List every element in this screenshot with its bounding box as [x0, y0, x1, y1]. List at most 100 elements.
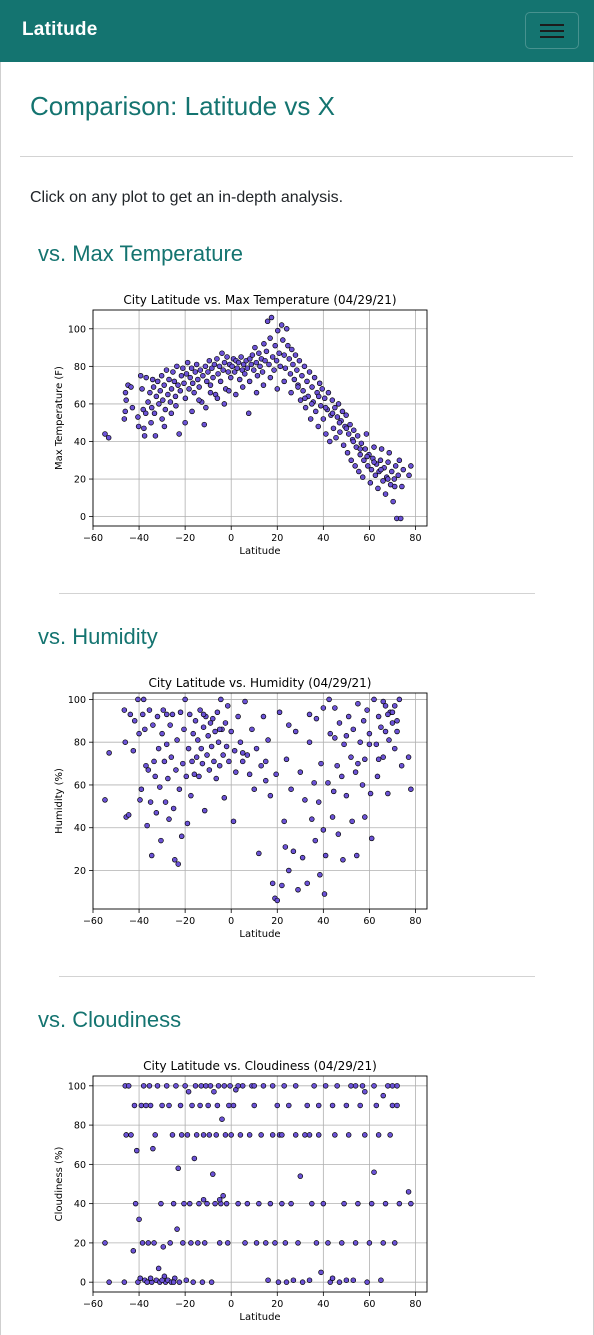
data-point: [175, 1165, 181, 1172]
data-point: [173, 1083, 179, 1089]
data-point: [372, 472, 379, 479]
data-point: [142, 726, 148, 733]
data-point: [161, 1273, 168, 1280]
data-point: [405, 754, 412, 760]
data-point: [106, 750, 112, 756]
data-point: [159, 1277, 165, 1283]
data-point: [348, 754, 354, 760]
data-point: [367, 790, 374, 797]
data-point: [170, 369, 176, 375]
data-point: [184, 359, 191, 366]
data-point: [209, 365, 215, 371]
data-point: [394, 718, 400, 724]
data-point: [350, 726, 357, 733]
data-point: [371, 444, 377, 450]
data-point: [184, 820, 191, 827]
data-point: [143, 762, 149, 769]
data-point: [210, 1171, 216, 1177]
data-point: [273, 357, 280, 364]
data-point: [140, 1083, 147, 1089]
humidity-scatter-plot[interactable]: City Latitude vs. Humidity (04/29/21) −60…: [40, 671, 440, 941]
x-tick-label: 80: [409, 1299, 421, 1310]
data-point: [277, 363, 284, 370]
data-point: [282, 1240, 289, 1246]
data-point: [291, 376, 298, 383]
data-point: [146, 707, 153, 713]
data-point: [394, 728, 400, 735]
data-point: [128, 1132, 134, 1138]
data-point: [373, 1102, 380, 1109]
data-point: [251, 1102, 257, 1109]
data-point: [173, 767, 179, 773]
data-point: [253, 745, 260, 752]
data-point: [385, 1083, 391, 1089]
data-point: [317, 872, 323, 878]
title-divider: [20, 156, 573, 157]
data-point: [375, 485, 381, 492]
data-point: [192, 369, 199, 375]
data-point: [378, 446, 385, 452]
data-point: [244, 365, 251, 371]
data-point: [386, 737, 392, 743]
data-point: [184, 1132, 191, 1138]
navbar-brand[interactable]: Latitude: [22, 19, 98, 40]
data-point: [225, 703, 231, 709]
data-point: [143, 374, 149, 381]
data-point: [281, 352, 287, 358]
data-point: [130, 747, 137, 754]
max-temperature-scatter-plot[interactable]: City Latitude vs. Max Temperature (04/29…: [40, 288, 440, 558]
data-point: [151, 758, 157, 765]
data-point: [204, 378, 210, 385]
data-point: [251, 367, 257, 373]
data-point: [325, 780, 331, 786]
data-point: [227, 1083, 233, 1089]
data-point: [217, 378, 224, 385]
data-point: [216, 1196, 223, 1203]
data-point: [281, 818, 287, 825]
data-point: [321, 395, 328, 402]
data-point: [167, 722, 173, 728]
data-point: [160, 1244, 167, 1250]
data-point: [180, 760, 186, 767]
data-point: [235, 713, 241, 720]
data-point: [325, 1240, 331, 1246]
y-tick-label: 60: [74, 780, 86, 791]
data-point: [188, 792, 194, 799]
data-point: [186, 386, 192, 392]
data-point: [137, 372, 144, 379]
data-point: [302, 404, 309, 411]
data-point: [247, 356, 253, 362]
navbar-toggle-button[interactable]: [525, 12, 579, 49]
data-point: [251, 786, 257, 792]
data-point: [227, 374, 234, 381]
data-point: [357, 739, 363, 745]
data-point: [279, 882, 285, 889]
data-point: [397, 515, 404, 522]
data-point: [279, 1200, 285, 1207]
data-point: [226, 1102, 232, 1109]
data-point: [288, 786, 294, 792]
data-point: [306, 1132, 313, 1138]
data-point: [148, 419, 154, 426]
data-point: [358, 440, 365, 447]
data-point: [256, 850, 262, 857]
data-point: [350, 1277, 357, 1283]
data-point: [343, 412, 349, 418]
hamburger-menu-icon: [540, 24, 564, 26]
data-point: [147, 389, 153, 396]
data-point: [292, 1083, 299, 1089]
data-point: [193, 1132, 200, 1138]
data-point: [375, 756, 382, 763]
data-point: [166, 816, 172, 822]
data-point: [167, 399, 174, 405]
data-point: [153, 393, 160, 400]
data-point: [318, 403, 324, 409]
data-point: [315, 423, 322, 430]
data-point: [332, 1132, 338, 1138]
data-point: [351, 427, 357, 433]
data-point: [320, 827, 327, 833]
cloudiness-scatter-plot[interactable]: City Latitude vs. Cloudiness (04/29/21) −…: [40, 1054, 440, 1324]
data-point: [283, 756, 290, 763]
data-point: [102, 797, 108, 803]
data-point: [121, 416, 128, 422]
